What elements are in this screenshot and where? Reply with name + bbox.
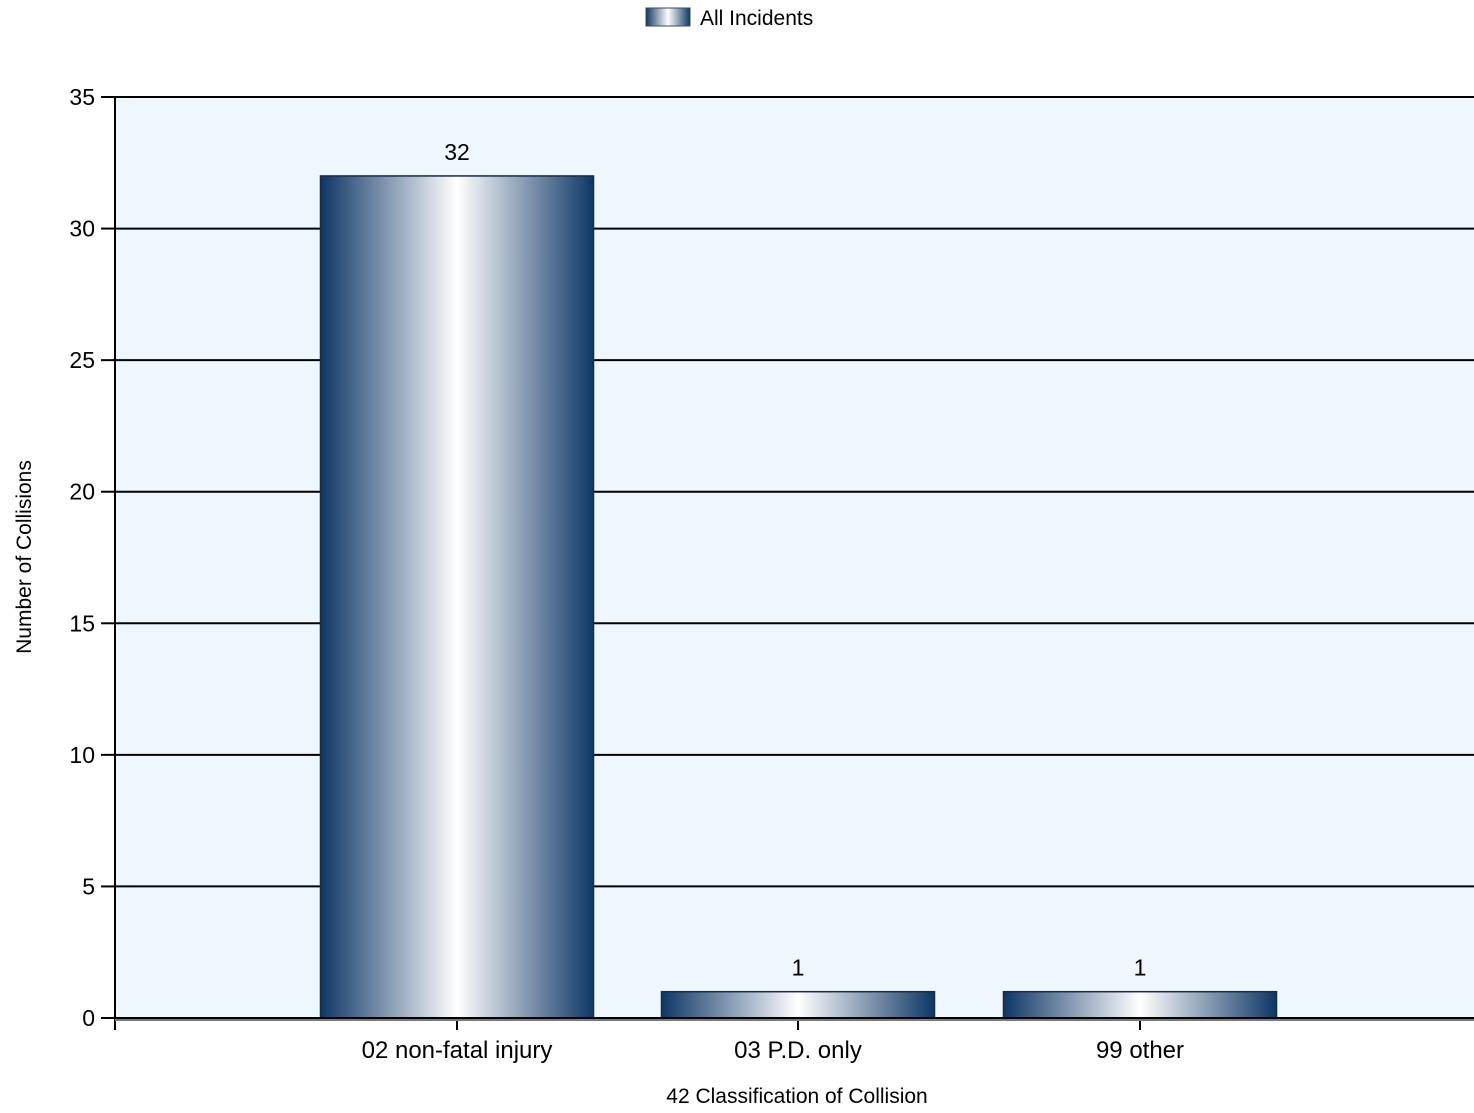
axes <box>101 96 1474 1030</box>
x-tick-label: 99 other <box>1096 1037 1184 1064</box>
y-tick-label: 0 <box>82 1005 95 1031</box>
bar <box>319 175 595 1019</box>
legend-swatch <box>645 7 691 27</box>
legend-label: All Incidents <box>700 7 813 30</box>
y-tick-label: 10 <box>69 742 95 768</box>
labels: 0 5 10 15 20 25 30 35 32 02 non-fatal injury 1 03 P… <box>69 84 1184 1064</box>
y-tick-label: 25 <box>69 347 95 373</box>
y-tick-label: 30 <box>69 216 95 242</box>
x-tick-label: 02 non-fatal injury <box>362 1037 553 1064</box>
y-tick-label: 5 <box>82 873 95 899</box>
bar <box>660 990 936 1019</box>
y-axis-title: Number of Collisions <box>13 460 36 654</box>
plot-area <box>115 97 1474 1018</box>
y-tick-label: 15 <box>69 610 95 636</box>
bar <box>1002 990 1278 1019</box>
legend: All Incidents <box>645 7 813 30</box>
x-tick-label: 03 P.D. only <box>734 1037 862 1064</box>
x-axis-title: 42 Classification of Collision <box>666 1085 927 1108</box>
data-label: 1 <box>1134 955 1147 981</box>
data-label: 32 <box>444 139 470 165</box>
y-tick-label: 20 <box>69 479 95 505</box>
y-tick-label: 35 <box>69 84 95 110</box>
data-label: 1 <box>792 955 805 981</box>
